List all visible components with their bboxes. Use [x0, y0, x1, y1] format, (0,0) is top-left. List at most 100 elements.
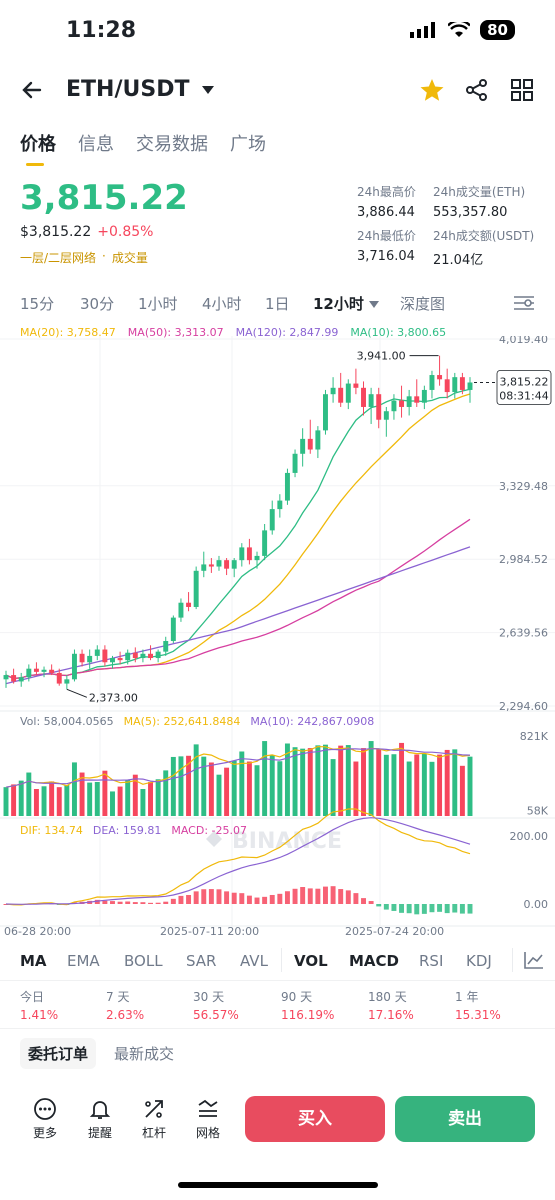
- volume-bar: [193, 744, 199, 816]
- current-price-box: [496, 370, 552, 405]
- volume-bar: [110, 791, 115, 816]
- macd-histogram-bar: [254, 897, 260, 904]
- volume-bar: [345, 745, 351, 816]
- candle-body: [71, 653, 77, 680]
- interval-4h[interactable]: 4小时: [202, 295, 242, 313]
- macd-histogram-bar: [216, 889, 222, 904]
- candle-body: [110, 658, 115, 663]
- tab-open-orders[interactable]: 委托订单: [20, 1038, 97, 1069]
- max-marker-label: 3,941.00: [357, 350, 406, 363]
- volume-bar: [414, 754, 420, 816]
- candle-body: [361, 387, 366, 407]
- volume-bar: [208, 762, 214, 816]
- ind-ma[interactable]: MA: [20, 952, 47, 970]
- ind-vol[interactable]: VOL: [294, 952, 328, 970]
- stat-vol-eth-label: 24h成交量(ETH): [433, 185, 526, 199]
- tag-volume[interactable]: 成交量: [111, 251, 148, 265]
- volume-bar: [262, 741, 268, 816]
- interval-depth[interactable]: 深度图: [400, 295, 446, 313]
- tab-square[interactable]: 广场: [230, 134, 266, 155]
- interval-1h[interactable]: 1小时: [138, 295, 178, 313]
- ind-rsi[interactable]: RSI: [419, 952, 444, 970]
- macd-histogram-bar: [421, 904, 427, 914]
- ind-macd[interactable]: MACD: [349, 952, 399, 970]
- candle-body: [345, 383, 351, 403]
- buy-button[interactable]: 买入: [245, 1096, 385, 1142]
- candle-body: [186, 602, 192, 607]
- macd-histogram-bar: [148, 902, 153, 904]
- candle-body: [284, 472, 290, 501]
- volume-bar: [102, 770, 108, 816]
- volume-bar: [383, 754, 389, 816]
- interval-1d[interactable]: 1日: [265, 295, 290, 313]
- sell-button[interactable]: 卖出: [395, 1096, 535, 1142]
- macd-histogram-bar: [406, 904, 412, 914]
- macd-histogram-bar: [102, 900, 108, 904]
- macd-histogram-bar: [163, 901, 169, 904]
- interval-30m[interactable]: 30分: [80, 295, 115, 313]
- candle-body: [148, 653, 153, 659]
- countdown-tag: 08:31:44: [499, 389, 548, 402]
- grid-bot-button[interactable]: 网格: [188, 1097, 228, 1141]
- interval-12h[interactable]: 12小时: [313, 293, 400, 314]
- candlestick-chart[interactable]: BINANCE 4,019.403,329.482,984.522,639.56…: [0, 336, 555, 936]
- leverage-button[interactable]: 杠杆: [134, 1097, 174, 1141]
- x-axis-label: 2025-07-24 20:00: [345, 925, 444, 936]
- indicator-settings-icon[interactable]: [524, 951, 544, 969]
- chart-settings-icon[interactable]: [513, 294, 535, 312]
- tag-links: 一层/二层网络 · 成交量: [20, 249, 148, 266]
- ind-boll[interactable]: BOLL: [124, 952, 163, 970]
- macd-histogram-bar: [132, 902, 138, 904]
- ind-kdj[interactable]: KDJ: [466, 952, 492, 970]
- volume-bar: [277, 761, 283, 816]
- macd-histogram-bar: [383, 904, 389, 910]
- star-favorite-icon[interactable]: [419, 78, 445, 102]
- divider: [0, 1028, 555, 1029]
- ind-divider-2: [512, 948, 513, 972]
- tab-latest-trades[interactable]: 最新成交: [114, 1045, 175, 1063]
- volume-bar: [323, 744, 328, 816]
- candle-body: [444, 379, 450, 393]
- volume-bar: [246, 761, 252, 816]
- interval-15m[interactable]: 15分: [20, 295, 55, 313]
- grid-menu-icon[interactable]: [510, 78, 534, 102]
- macd-value-label: MACD: -25.07: [171, 824, 247, 837]
- volume-axis-label: 821K: [520, 730, 549, 743]
- candle-body: [125, 652, 131, 661]
- candle-body: [300, 438, 306, 454]
- min-marker-line: [66, 688, 88, 698]
- tab-info[interactable]: 信息: [78, 134, 114, 155]
- more-button[interactable]: 更多: [25, 1097, 65, 1141]
- macd-histogram-bar: [231, 892, 237, 904]
- volume-bar: [330, 759, 336, 816]
- volume-bar: [64, 785, 70, 816]
- volume-bar: [437, 754, 443, 816]
- macd-axis-label: 200.00: [510, 830, 549, 843]
- alert-button[interactable]: 提醒: [80, 1097, 120, 1141]
- tag-layer-network[interactable]: 一层/二层网络: [20, 251, 97, 265]
- last-price: 3,815.22: [20, 178, 188, 218]
- volume-bar: [399, 742, 405, 816]
- candle-body: [414, 396, 420, 403]
- candle-body: [307, 438, 313, 450]
- candle-body: [117, 658, 123, 661]
- tab-price[interactable]: 价格: [20, 130, 56, 166]
- share-icon[interactable]: [465, 78, 489, 102]
- ind-sar[interactable]: SAR: [186, 952, 217, 970]
- macd-dea-label: DEA: 159.81: [92, 824, 162, 837]
- macd-histogram-bar: [437, 904, 443, 912]
- min-marker-label: 2,373.00: [89, 691, 138, 704]
- candle-body: [421, 389, 427, 403]
- candle-body: [26, 668, 32, 678]
- back-arrow-icon[interactable]: [20, 78, 44, 102]
- candle-body: [11, 675, 17, 682]
- pair-selector[interactable]: ETH/USDT: [66, 77, 215, 102]
- macd-histogram-bar: [117, 901, 123, 904]
- stat-vol-usdt-label: 24h成交额(USDT): [433, 229, 535, 243]
- ind-avl[interactable]: AVL: [240, 952, 268, 970]
- vol-ma5-label: MA(5): 252,641.8484: [123, 715, 241, 728]
- ind-ema[interactable]: EMA: [67, 952, 100, 970]
- price-sub: $3,815.22 +0.85%: [20, 224, 153, 240]
- tab-trading-data[interactable]: 交易数据: [136, 134, 208, 155]
- macd-histogram-bar: [186, 895, 192, 904]
